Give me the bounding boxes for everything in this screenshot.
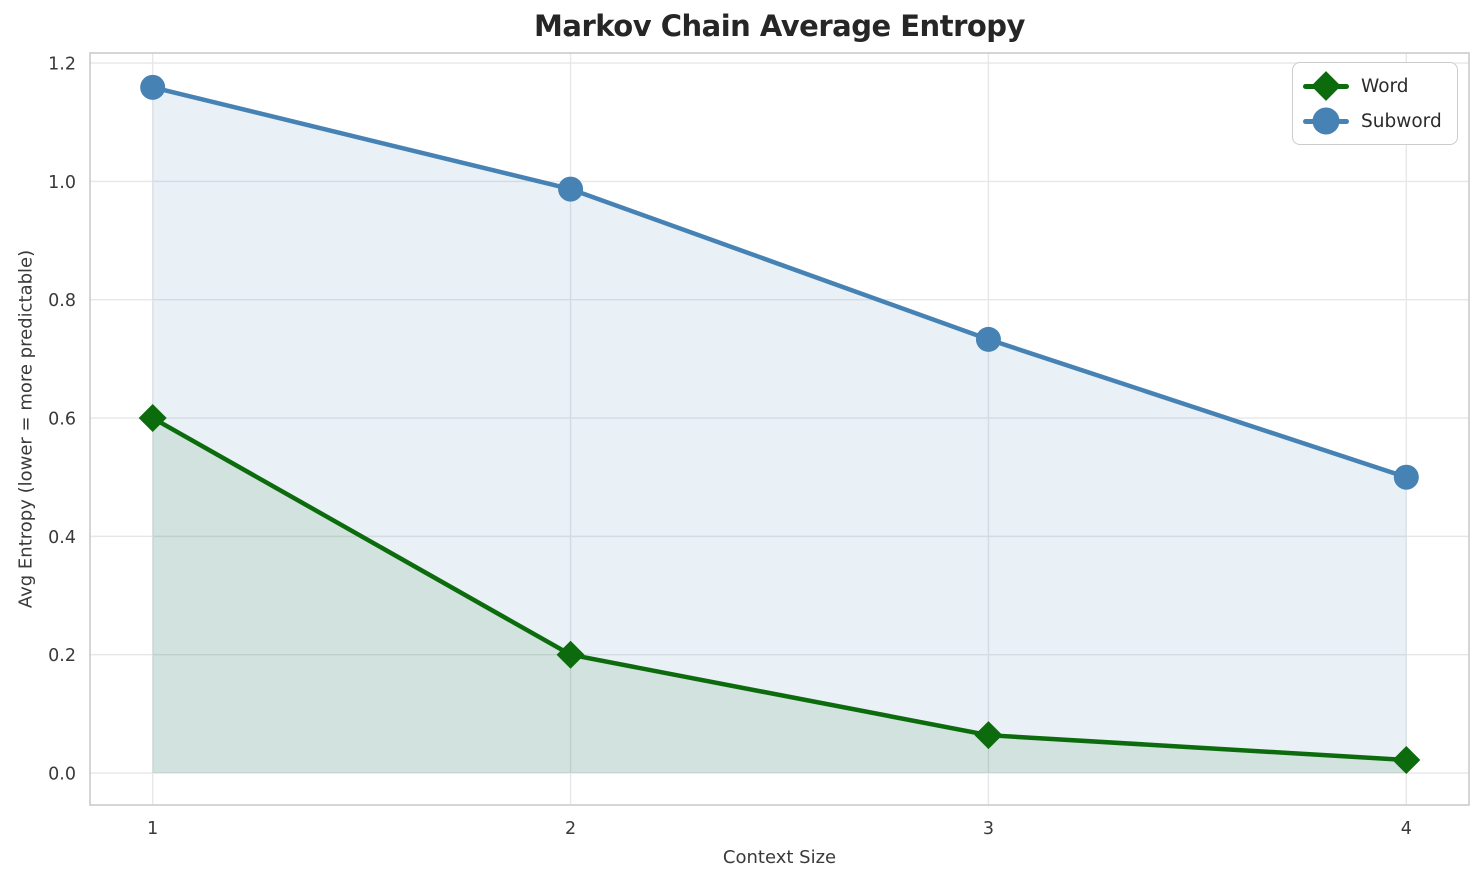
subword-marker <box>558 176 584 202</box>
subword-marker <box>140 74 166 100</box>
subword-legend-circle <box>1312 107 1340 135</box>
x-tick-label: 4 <box>1401 819 1412 839</box>
y-tick-label: 0.2 <box>48 646 76 666</box>
x-tick-label: 1 <box>147 819 158 839</box>
word-legend-diamond <box>1311 71 1341 101</box>
legend: Word Subword <box>1292 62 1458 145</box>
plot-border <box>89 52 1470 806</box>
subword-marker <box>975 326 1001 352</box>
y-tick-label: 0.0 <box>48 765 76 785</box>
legend-item-word: Word <box>1303 71 1443 101</box>
word-diamond-marker-icon <box>1303 71 1349 101</box>
word-line <box>150 415 1409 763</box>
x-tick-label: 2 <box>565 819 576 839</box>
word-fill-area <box>152 418 1407 774</box>
word-marker <box>1392 746 1421 775</box>
y-tick-label: 1.2 <box>48 55 76 75</box>
y-axis-label: Avg Entropy (lower = more predictable) <box>15 249 37 609</box>
x-tick-label: 3 <box>983 819 994 839</box>
y-tick-label: 0.6 <box>48 410 76 430</box>
word-marker <box>974 721 1003 750</box>
x-axis-label: Context Size <box>722 847 837 868</box>
legend-item-subword: Subword <box>1303 106 1443 136</box>
subword-line <box>150 85 1409 480</box>
y-tick-label: 1.0 <box>48 173 76 193</box>
legend-label-subword: Subword <box>1361 110 1442 132</box>
subword-circle-marker-icon <box>1303 106 1349 136</box>
legend-label-word: Word <box>1361 75 1409 97</box>
y-tick-label: 0.4 <box>48 528 76 548</box>
word-marker <box>556 640 585 669</box>
word-marker <box>138 404 167 433</box>
subword-fill-area <box>152 87 1407 774</box>
chart-title: Markov Chain Average Entropy <box>534 9 1025 43</box>
y-tick-label: 0.8 <box>48 291 76 311</box>
subword-marker <box>1393 464 1419 490</box>
